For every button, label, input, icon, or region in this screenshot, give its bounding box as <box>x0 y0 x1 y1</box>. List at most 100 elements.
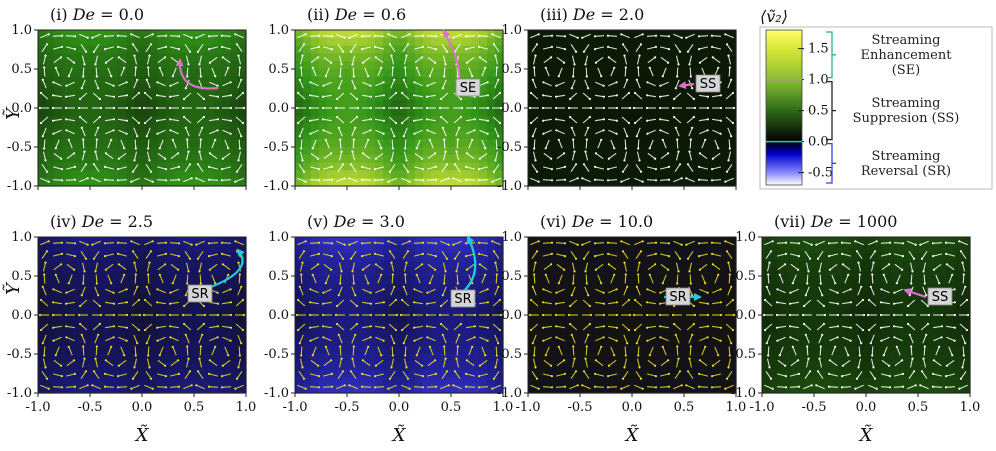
heat-cell <box>295 53 304 62</box>
flow-arrow-head <box>99 313 103 317</box>
heat-cell <box>560 377 569 386</box>
flow-arrow-head <box>169 95 172 98</box>
heat-cell <box>471 330 480 339</box>
heat-cell <box>584 260 593 269</box>
flow-arrow-head <box>298 342 301 345</box>
heat-cell <box>359 377 368 386</box>
heat-cell <box>70 354 79 363</box>
flow-arrow-head <box>421 241 425 244</box>
heat-cell <box>351 377 360 386</box>
flow-arrow <box>375 288 384 294</box>
flow-arrow-head <box>125 288 128 291</box>
heat-cell <box>214 147 223 156</box>
heat-cell <box>222 299 231 308</box>
heat-cell <box>46 178 55 187</box>
heat-cell <box>455 170 464 179</box>
heat-cell <box>198 244 207 254</box>
heat-cell <box>38 260 47 269</box>
heat-cell <box>672 115 681 125</box>
heat-cell <box>206 170 215 179</box>
heat-cell <box>632 100 641 109</box>
heat-cell <box>86 170 95 179</box>
heat-cell <box>158 178 167 187</box>
heat-cell <box>383 61 392 70</box>
heat-cell <box>471 154 480 164</box>
heat-cell <box>680 61 689 70</box>
heat-cell <box>110 244 119 254</box>
heat-cell <box>720 131 729 140</box>
heat-cell <box>102 361 111 371</box>
heat-cell <box>190 178 199 187</box>
flow-arrow <box>118 263 127 271</box>
flow-arrow-head <box>311 354 314 357</box>
heat-cell <box>495 115 504 125</box>
heat-cell <box>672 139 681 148</box>
heat-cell <box>447 369 456 378</box>
heat-cell <box>110 338 119 347</box>
heat-cell <box>423 139 432 148</box>
flow-arrow <box>310 301 319 305</box>
heat-cell <box>407 53 416 62</box>
heat-cell <box>423 338 432 347</box>
heat-cell <box>439 268 448 277</box>
flow-arrow-head <box>374 375 377 378</box>
flow-arrow <box>66 336 75 342</box>
heat-cell <box>560 30 569 39</box>
heat-cell <box>142 260 151 269</box>
flow-arrow-head <box>65 95 68 98</box>
heat-cell <box>616 61 625 70</box>
flow-arrow <box>429 274 434 284</box>
heat-cell <box>206 45 215 54</box>
flow-arrow-head <box>443 75 446 78</box>
flow-arrow <box>442 79 447 89</box>
heat-cell <box>94 244 103 254</box>
heat-cell <box>46 260 55 269</box>
flow-arrow <box>414 129 423 135</box>
heat-cell <box>712 30 721 39</box>
heat-cell <box>126 123 135 132</box>
heat-cell <box>102 92 111 101</box>
flow-arrow-head <box>52 326 55 329</box>
heat-cell <box>335 139 344 148</box>
heat-cell <box>479 283 488 293</box>
flow-arrow-head <box>227 66 230 69</box>
heat-cell <box>214 252 223 261</box>
heat-cell <box>38 139 47 148</box>
heat-cell <box>720 139 729 148</box>
flow-arrow-head <box>627 121 631 125</box>
flow-arrow-head <box>298 285 301 288</box>
heat-cell <box>343 330 352 339</box>
heat-cell <box>319 45 328 54</box>
heat-cell <box>118 299 127 308</box>
heat-cell <box>423 276 432 285</box>
heat-cell <box>471 307 480 316</box>
heat-cell <box>351 61 360 70</box>
heat-cell <box>664 115 673 125</box>
heat-cell <box>126 283 135 293</box>
flow-arrow-head <box>196 50 200 53</box>
flow-arrow <box>222 81 231 87</box>
flow-arrow-head <box>317 263 320 266</box>
heat-cell <box>391 84 400 93</box>
flow-arrow-head <box>393 285 396 288</box>
heat-cell <box>560 139 569 148</box>
flow-arrow-head <box>621 170 625 173</box>
heat-cell <box>471 100 480 109</box>
flow-arrow <box>426 166 437 170</box>
heat-cell <box>86 283 95 293</box>
flow-arrow-head <box>459 115 462 119</box>
flow-arrow-head <box>542 132 545 135</box>
flow-arrow <box>105 129 114 135</box>
heat-cell <box>471 69 480 78</box>
heat-cell <box>471 244 480 254</box>
heat-cell <box>214 76 223 86</box>
heat-cell <box>62 260 71 269</box>
heat-cell <box>688 37 697 47</box>
flow-arrow <box>712 118 721 122</box>
flow-arrow <box>414 152 423 160</box>
heat-cell <box>70 291 79 300</box>
flow-arrow-head <box>686 50 690 53</box>
flow-arrow <box>199 346 202 356</box>
heat-cell <box>38 147 47 156</box>
heat-cell <box>38 252 47 261</box>
